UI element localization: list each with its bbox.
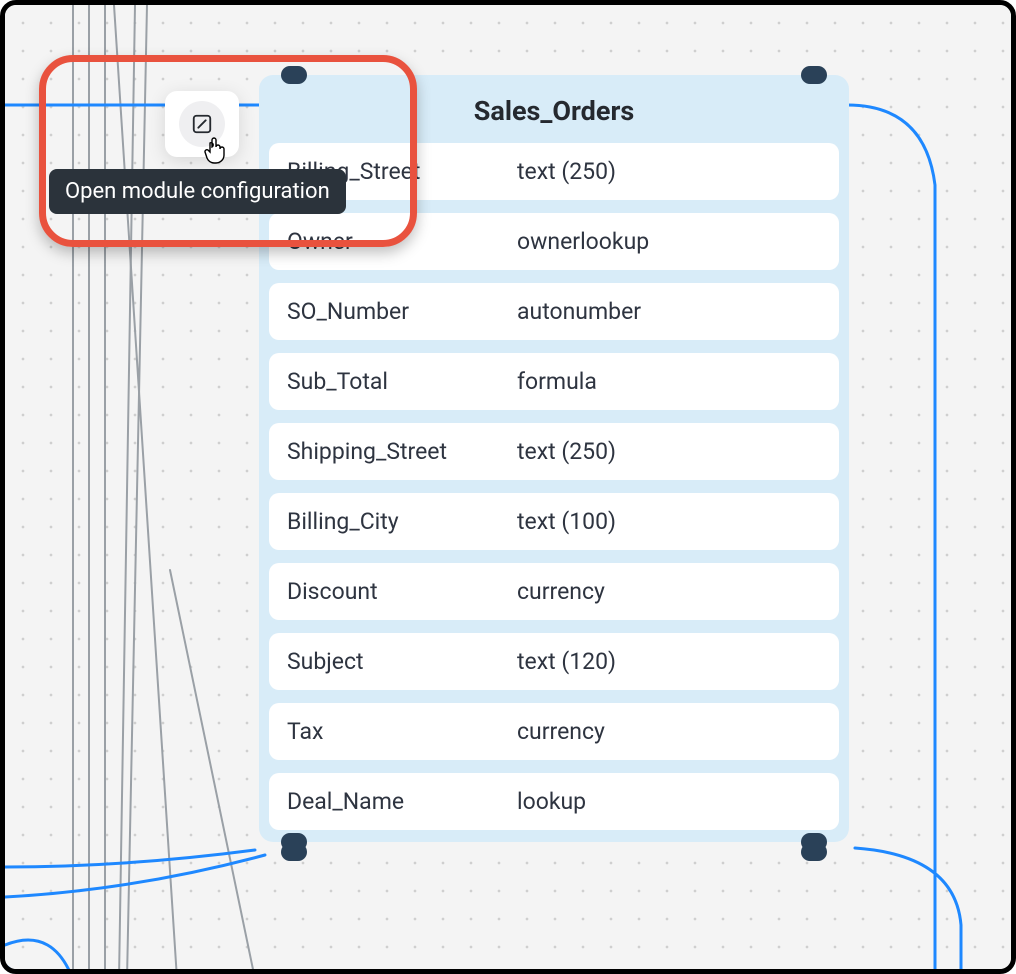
- field-name: Tax: [287, 718, 517, 745]
- field-row[interactable]: Taxcurrency: [269, 703, 839, 760]
- field-row[interactable]: Shipping_Streettext (250): [269, 423, 839, 480]
- field-name: Billing_City: [287, 508, 517, 535]
- port-top-right[interactable]: [801, 66, 827, 84]
- edit-module-popover: [165, 91, 239, 157]
- port-top-left[interactable]: [281, 66, 307, 84]
- port-bottom-right[interactable]: [801, 833, 827, 851]
- edit-module-button[interactable]: [179, 101, 225, 147]
- field-list: Billing_Streettext (250) Ownerownerlookup…: [269, 143, 839, 830]
- field-type: ownerlookup: [517, 228, 821, 255]
- field-name: Discount: [287, 578, 517, 605]
- field-row[interactable]: Discountcurrency: [269, 563, 839, 620]
- field-name: SO_Number: [287, 298, 517, 325]
- field-type: autonumber: [517, 298, 821, 325]
- field-name: Sub_Total: [287, 368, 517, 395]
- field-name: Subject: [287, 648, 517, 675]
- module-title: Sales_Orders: [269, 75, 839, 143]
- field-row[interactable]: Sub_Totalformula: [269, 353, 839, 410]
- field-type: lookup: [517, 788, 821, 815]
- field-row[interactable]: Billing_Streettext (250): [269, 143, 839, 200]
- field-type: text (250): [517, 158, 821, 185]
- field-type: currency: [517, 718, 821, 745]
- port-bottom-left[interactable]: [281, 833, 307, 851]
- field-type: text (100): [517, 508, 821, 535]
- field-name: Deal_Name: [287, 788, 517, 815]
- field-type: formula: [517, 368, 821, 395]
- field-row[interactable]: Deal_Namelookup: [269, 773, 839, 830]
- field-row[interactable]: Ownerownerlookup: [269, 213, 839, 270]
- field-name: Owner: [287, 228, 517, 255]
- field-type: text (120): [517, 648, 821, 675]
- edit-square-icon: [191, 113, 213, 135]
- field-type: currency: [517, 578, 821, 605]
- field-name: Shipping_Street: [287, 438, 517, 465]
- field-row[interactable]: SO_Numberautonumber: [269, 283, 839, 340]
- field-row[interactable]: Subjecttext (120): [269, 633, 839, 690]
- field-type: text (250): [517, 438, 821, 465]
- viewport-frame: Sales_Orders Billing_Streettext (250) Own…: [0, 0, 1016, 974]
- field-row[interactable]: Billing_Citytext (100): [269, 493, 839, 550]
- diagram-canvas[interactable]: Sales_Orders Billing_Streettext (250) Own…: [5, 5, 1011, 969]
- module-card-sales-orders[interactable]: Sales_Orders Billing_Streettext (250) Own…: [259, 75, 849, 842]
- edit-module-tooltip: Open module configuration: [49, 169, 346, 214]
